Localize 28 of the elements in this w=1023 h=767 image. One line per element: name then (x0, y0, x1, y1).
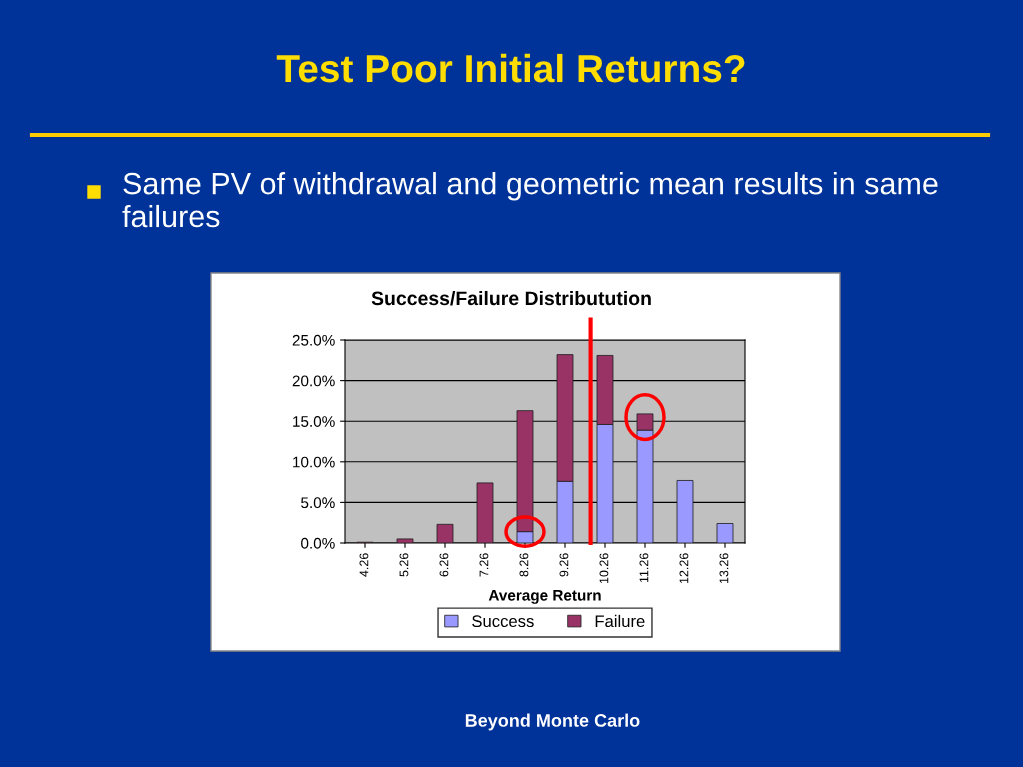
x-tick-label: 8.26 (519, 553, 529, 577)
x-tick-label: 9.26 (559, 553, 569, 577)
bar (436, 523, 454, 543)
x-tick-label: 7.26 (479, 553, 489, 577)
x-tick-label: 12.26 (679, 553, 689, 584)
text: Beyond Monte Carlo (465, 713, 640, 731)
x-tick-label: 10.26 (599, 553, 609, 584)
y-tick-label: 10.0% (293, 456, 335, 468)
text: Same PV of withdrawal and geometric mean results in same failures (122, 172, 938, 228)
x-tick-label: 11.26 (639, 553, 649, 583)
y-tick-label: 0.0% (301, 537, 335, 549)
x-tick-label: 13.26 (719, 553, 729, 584)
chart-title: Success/Failure Distributution (371, 290, 651, 306)
y-tick-label: 20.0% (292, 375, 335, 387)
legend-label: Failure (595, 614, 645, 628)
y-tick-label: 25.0% (292, 334, 335, 346)
bar (676, 480, 694, 543)
x-axis-title: Average Return (488, 590, 601, 604)
y-tick-label: 15.0% (293, 416, 335, 427)
x-tick-label: 5.26 (399, 553, 409, 577)
x-tick-label: 6.26 (439, 553, 449, 577)
bar (476, 482, 494, 543)
chart-subtitle: Test Poor Initial Returns? (276, 53, 745, 83)
legend-label: Success (472, 615, 534, 628)
bar (716, 523, 734, 543)
x-tick-label: 4.26 (359, 553, 369, 577)
bar (396, 538, 414, 543)
y-tick-label: 5.0% (301, 497, 335, 509)
